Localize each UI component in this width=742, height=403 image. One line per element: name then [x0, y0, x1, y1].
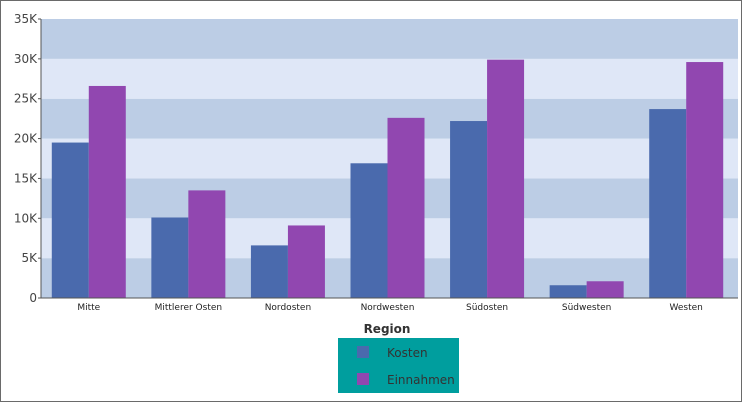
legend-swatch-kosten	[357, 346, 369, 358]
x-axis-title: Region	[364, 322, 411, 336]
x-tick-label: Südosten	[466, 303, 508, 313]
bar-einnahmen-0	[88, 85, 126, 299]
bar-einnahmen-3	[387, 117, 425, 299]
x-tick-label: Nordwesten	[361, 303, 415, 313]
bars	[51, 59, 724, 299]
y-tick-label: 10K	[14, 211, 38, 225]
bar-kosten-2	[250, 245, 288, 298]
y-tick-label: 0	[29, 291, 37, 305]
y-axis-ticks: 0 5K 10K 15K 20K 25K 30K 35K	[14, 12, 41, 305]
bar-kosten-6	[649, 109, 687, 298]
x-tick-label: Westen	[670, 303, 703, 313]
y-tick-label: 5K	[21, 251, 38, 265]
bar-einnahmen-4	[487, 59, 525, 299]
y-tick-label: 35K	[14, 12, 38, 26]
y-tick-label: 20K	[14, 132, 38, 146]
x-tick-label: Mitte	[77, 303, 100, 313]
y-tick-label: 30K	[14, 52, 38, 66]
bar-kosten-4	[450, 121, 488, 298]
legend-swatch-einnahmen	[357, 373, 369, 385]
y-tick-label: 25K	[14, 92, 38, 106]
grid-band	[41, 58, 738, 99]
x-tick-label: Nordosten	[265, 303, 311, 313]
bar-einnahmen-5	[586, 281, 624, 298]
bar-kosten-5	[549, 285, 587, 298]
bar-kosten-0	[51, 142, 89, 298]
bar-einnahmen-2	[287, 225, 325, 298]
axes	[40, 19, 738, 299]
bar-kosten-1	[151, 217, 189, 298]
bar-einnahmen-6	[686, 62, 724, 298]
grid-band	[41, 19, 738, 59]
legend-label-kosten: Kosten	[387, 346, 428, 360]
legend-label-einnahmen: Einnahmen	[387, 373, 455, 387]
y-tick-label: 15K	[14, 171, 38, 185]
bar-kosten-3	[350, 163, 388, 298]
x-tick-label: Südwesten	[562, 303, 612, 313]
bar-einnahmen-1	[188, 190, 226, 298]
x-tick-label: Mittlerer Osten	[155, 303, 223, 313]
x-axis-labels: Mitte Mittlerer Osten Nordosten Nordwesten S…	[77, 303, 703, 313]
legend: Kosten Einnahmen	[338, 338, 459, 393]
